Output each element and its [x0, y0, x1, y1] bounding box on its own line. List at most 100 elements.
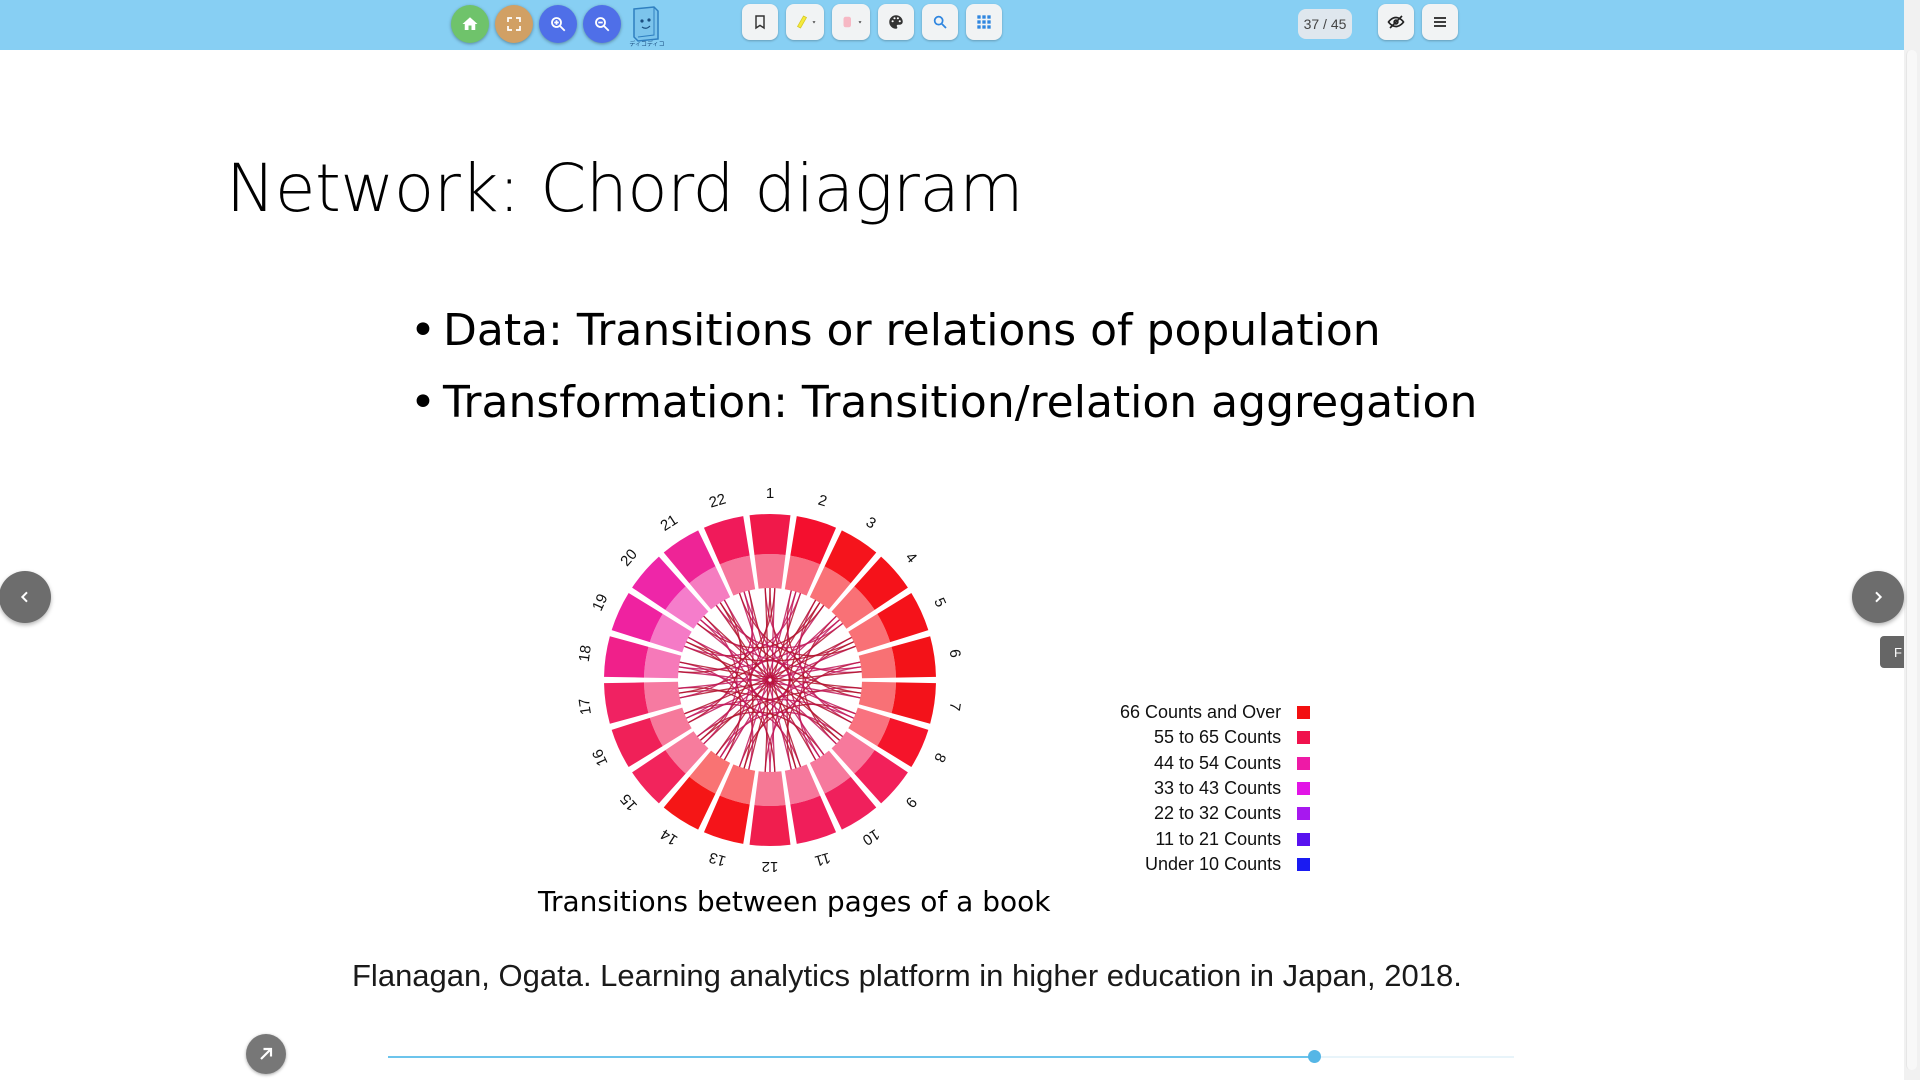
- page-progress-slider[interactable]: [388, 1050, 1514, 1063]
- legend-row: 44 to 54 Counts: [1120, 751, 1311, 776]
- home-button[interactable]: [451, 5, 489, 43]
- chord-link: [684, 592, 802, 657]
- bullet-item: Transformation: Transition/relation aggr…: [410, 377, 1477, 449]
- zoom-in-icon: [551, 17, 566, 32]
- chord-segment-outer: [790, 516, 837, 565]
- chord-segment-inner: [784, 555, 821, 596]
- legend-swatch: [1297, 857, 1311, 871]
- chord-segment-inner: [754, 554, 786, 589]
- chord-segment-inner: [831, 731, 875, 774]
- chord-link: [697, 604, 825, 649]
- legend-swatch: [1297, 807, 1311, 821]
- chord-segment-inner: [665, 586, 709, 629]
- zoom-out-icon: [595, 17, 610, 32]
- chord-segment-outer: [749, 514, 791, 555]
- chord-link: [764, 588, 862, 674]
- chord-segment-label: 22: [707, 491, 728, 512]
- hide-annotations-button[interactable]: [1378, 4, 1414, 40]
- app-logo[interactable]: ディコディコ: [629, 5, 665, 48]
- highlighter-button[interactable]: [786, 4, 824, 40]
- chord-segment-inner: [719, 764, 756, 805]
- legend-label: 33 to 43 Counts: [1154, 778, 1282, 799]
- side-panel-tab[interactable]: F: [1880, 636, 1904, 668]
- chord-link: [700, 619, 771, 773]
- legend-swatch: [1297, 706, 1311, 720]
- bullet-list: Data: Transitions or relations of popula…: [410, 305, 1477, 449]
- chord-segment-label: 10: [859, 825, 882, 848]
- chord-segment-label: 13: [707, 848, 728, 869]
- chord-segment-outer: [891, 636, 936, 678]
- chord-link: [786, 591, 821, 758]
- chord-segment-inner: [809, 566, 851, 610]
- chord-link: [743, 591, 854, 719]
- chord-segment-outer: [790, 795, 837, 844]
- grid-view-button[interactable]: [966, 4, 1002, 40]
- chord-segment-inner: [719, 555, 756, 596]
- menu-icon: [1434, 17, 1446, 27]
- chord-segment-inner: [831, 586, 875, 629]
- chord-segment-label: 11: [813, 849, 833, 870]
- chord-segment-outer: [854, 750, 908, 804]
- chord-link: [700, 690, 862, 741]
- search-icon: [933, 15, 947, 29]
- home-icon: [462, 17, 478, 30]
- chord-link: [684, 703, 802, 768]
- search-button[interactable]: [922, 4, 958, 40]
- chord-segment-inner: [644, 646, 682, 679]
- chord-segment-label: 7: [946, 701, 964, 712]
- chord-link: [738, 703, 856, 768]
- chord-link: [798, 636, 852, 761]
- legend-label: 66 Counts and Over: [1120, 702, 1282, 723]
- pen-icon: [843, 16, 862, 28]
- chord-segment-inner: [665, 731, 709, 774]
- chord-segment-inner: [784, 764, 821, 805]
- pen-color-button[interactable]: [832, 4, 870, 40]
- chord-link: [748, 590, 802, 768]
- highlighter-icon: [796, 15, 816, 29]
- bookmark-icon: [755, 15, 765, 30]
- chord-link: [715, 604, 843, 649]
- chord-segment-label: 4: [902, 549, 920, 566]
- scrollbar-thumb[interactable]: [1906, 50, 1917, 1070]
- chord-link: [686, 698, 854, 719]
- legend-swatch: [1297, 782, 1311, 796]
- fullscreen-button[interactable]: [495, 5, 533, 43]
- next-page-button[interactable]: [1852, 571, 1904, 623]
- menu-button[interactable]: [1422, 4, 1458, 40]
- chord-segment-outer: [877, 592, 929, 643]
- chord-link: [743, 641, 854, 769]
- chord-segment-label: 14: [658, 825, 681, 848]
- chord-segment-outer: [611, 592, 663, 643]
- chord-segment-outer: [891, 682, 936, 724]
- expand-button[interactable]: [246, 1034, 286, 1074]
- chord-segment-label: 18: [576, 644, 595, 663]
- chord-segment-outer: [824, 776, 877, 830]
- chord-link: [715, 711, 843, 756]
- chord-segment-outer: [604, 636, 649, 678]
- zoom-in-button[interactable]: [539, 5, 577, 43]
- chord-segment-inner: [809, 750, 851, 794]
- legend-label: Under 10 Counts: [1145, 853, 1282, 874]
- chord-link: [703, 615, 738, 745]
- zoom-out-button[interactable]: [583, 5, 621, 43]
- previous-page-button[interactable]: [0, 571, 51, 623]
- side-tab-letter: F: [1894, 644, 1902, 660]
- chord-segment-label: 17: [576, 697, 595, 716]
- palette-button[interactable]: [878, 4, 914, 40]
- chord-segment-label: 9: [902, 793, 920, 810]
- progress-knob[interactable]: [1307, 1050, 1321, 1063]
- chord-segment-label: 5: [930, 595, 949, 610]
- chord-segment-outer: [749, 805, 791, 846]
- chord-link: [802, 615, 837, 745]
- legend-row: Under 10 Counts: [1120, 852, 1311, 877]
- chord-link: [697, 711, 825, 756]
- chord-link: [678, 602, 821, 694]
- chevron-left-icon: [20, 591, 28, 603]
- chord-segment-outer: [611, 717, 663, 768]
- legend-row: 66 Counts and Over: [1120, 700, 1311, 725]
- legend-row: 11 to 21 Counts: [1120, 826, 1311, 851]
- chord-segment-label: 21: [658, 511, 681, 534]
- arrow-up-right-icon: [260, 1047, 273, 1060]
- bookmark-button[interactable]: [742, 4, 778, 40]
- palette-icon: [889, 15, 903, 29]
